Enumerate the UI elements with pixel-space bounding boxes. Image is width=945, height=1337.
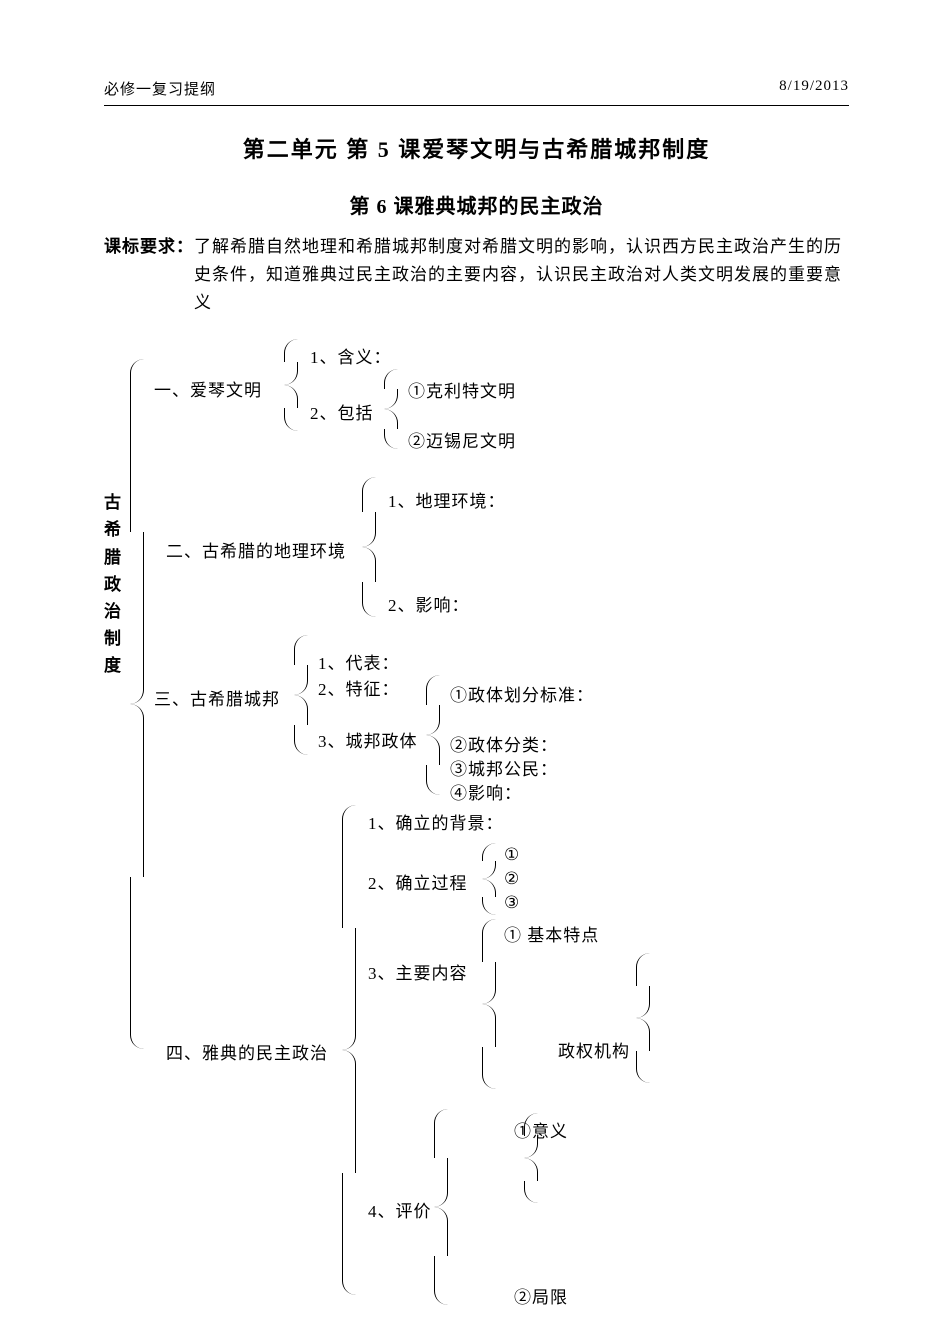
s1-i1: 1、含义： — [310, 343, 392, 368]
s4-i1: 1、确立的背景： — [368, 809, 504, 834]
outline-tree: 古希腊政治制度 一、爱琴文明 1、含义： 2、包括 ①克利特文明 ②迈锡尼文明 … — [104, 339, 849, 1319]
s1-i2: 2、包括 — [310, 399, 374, 424]
s4-i4a: ①意义 — [514, 1117, 568, 1142]
brace-s4 — [342, 805, 356, 1295]
page-header: 必修一复习提纲 8/19/2013 — [104, 78, 849, 106]
requirement-line1: 了解希腊自然地理和希腊城邦制度对希腊文明的影响，认识西方民主政治产生的历 — [194, 237, 842, 256]
brace-s3 — [294, 635, 308, 755]
s1-i2a: ①克利特文明 — [408, 377, 516, 402]
s3-i1: 1、代表： — [318, 649, 400, 674]
s3-i3d: ④影响： — [450, 779, 522, 804]
brace-root — [130, 359, 144, 1049]
brace-s1 — [284, 339, 298, 431]
header-left: 必修一复习提纲 — [104, 78, 216, 99]
requirement-label: 课标要求： — [104, 237, 194, 256]
s4-i2a: ① — [504, 845, 520, 865]
s3-i3a: ①政体划分标准： — [450, 681, 594, 706]
s3-i3: 3、城邦政体 — [318, 727, 418, 752]
s3-title: 三、古希腊城邦 — [154, 685, 280, 710]
s4-title: 四、雅典的民主政治 — [166, 1039, 328, 1064]
requirement-line2: 史条件，知道雅典过民主政治的主要内容，认识民主政治对人类文明发展的重要意义 — [104, 261, 849, 317]
document-page: 必修一复习提纲 8/19/2013 第二单元 第 5 课爱琴文明与古希腊城邦制度… — [0, 0, 945, 1337]
s2-i1: 1、地理环境： — [388, 487, 506, 512]
s3-i2: 2、特征： — [318, 675, 400, 700]
brace-s2 — [362, 477, 376, 617]
s2-title: 二、古希腊的地理环境 — [166, 537, 346, 562]
brace-s4-eval — [434, 1109, 448, 1305]
s2-i2: 2、影响： — [388, 591, 470, 616]
page-title-2: 第 6 课雅典城邦的民主政治 — [104, 190, 849, 219]
s3-i3c: ③城邦公民： — [450, 755, 558, 780]
requirement-block: 课标要求：了解希腊自然地理和希腊城邦制度对希腊文明的影响，认识西方民主政治产生的… — [104, 233, 849, 317]
s4-i2: 2、确立过程 — [368, 869, 468, 894]
s4-i2b: ② — [504, 869, 520, 889]
s3-i3b: ②政体分类： — [450, 731, 558, 756]
s4-i3b: 政权机构 — [558, 1037, 630, 1062]
brace-s1-inc — [384, 369, 398, 449]
s4-i4b: ②局限 — [514, 1283, 568, 1308]
brace-s4-proc — [482, 843, 496, 915]
s4-i2c: ③ — [504, 893, 520, 913]
s4-i3a: ① 基本特点 — [504, 921, 599, 946]
s4-i3: 3、主要内容 — [368, 959, 468, 984]
s4-i4: 4、评价 — [368, 1197, 432, 1222]
brace-s4-cont — [482, 919, 496, 1089]
page-title-1: 第二单元 第 5 课爱琴文明与古希腊城邦制度 — [104, 132, 849, 164]
brace-s4-org — [636, 953, 650, 1083]
root-label: 古希腊政治制度 — [104, 489, 124, 679]
s1-i2b: ②迈锡尼文明 — [408, 427, 516, 452]
brace-s3-gov — [426, 675, 440, 795]
s1-title: 一、爱琴文明 — [154, 376, 262, 401]
header-right: 8/19/2013 — [779, 78, 849, 99]
